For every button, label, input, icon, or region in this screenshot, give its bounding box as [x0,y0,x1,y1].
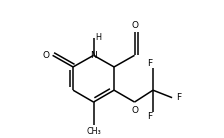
Text: O: O [131,22,138,30]
Text: O: O [131,106,138,115]
Text: N: N [90,51,97,60]
Text: O: O [43,51,50,60]
Text: F: F [147,59,152,68]
Text: H: H [95,33,101,42]
Text: CH₃: CH₃ [86,127,101,136]
Text: F: F [176,92,181,102]
Text: F: F [147,112,152,121]
